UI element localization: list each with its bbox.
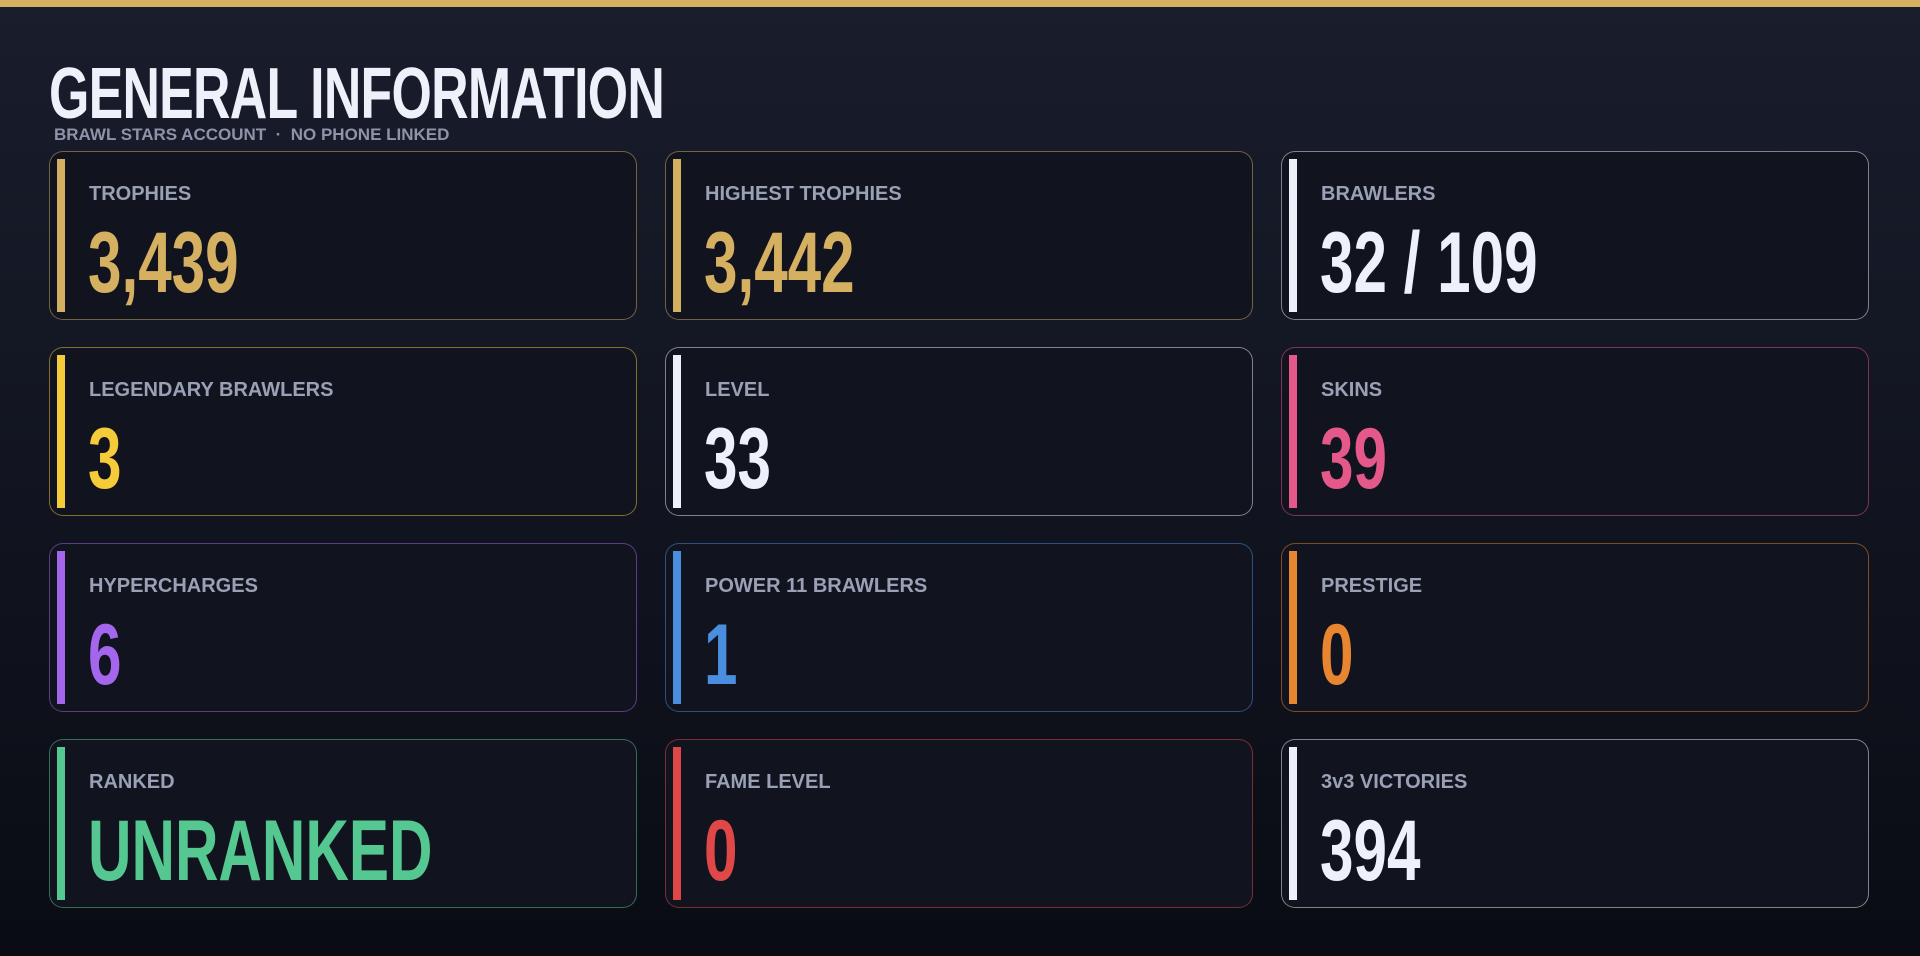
accent-bar: [1289, 747, 1297, 900]
stat-label: HYPERCHARGES: [89, 575, 258, 597]
accent-bar: [57, 159, 65, 312]
title: GENERAL INFORMATION: [49, 54, 665, 134]
accent-bar: [57, 747, 65, 900]
accent-bar: [57, 355, 65, 508]
stat-card: LEVEL 33: [665, 347, 1253, 516]
stat-card: PRESTIGE 0: [1281, 543, 1869, 712]
accent-bar: [673, 747, 681, 900]
stat-label: LEGENDARY BRAWLERS: [89, 379, 334, 401]
stat-label: RANKED: [89, 771, 175, 793]
stat-card: HIGHEST TROPHIES 3,442: [665, 151, 1253, 320]
stat-label: BRAWLERS: [1321, 183, 1436, 205]
stat-value: 394: [1320, 803, 1421, 899]
stat-value: 1: [704, 607, 738, 703]
stat-label: LEVEL: [705, 379, 770, 401]
stat-card: RANKED UNRANKED: [49, 739, 637, 908]
top-bar: [0, 0, 1920, 7]
accent-bar: [57, 551, 65, 704]
stat-label: PRESTIGE: [1321, 575, 1423, 597]
stat-label: POWER 11 BRAWLERS: [705, 575, 928, 597]
stat-label: HIGHEST TROPHIES: [705, 183, 902, 205]
stat-card: SKINS 39: [1281, 347, 1869, 516]
stat-value: 6: [88, 607, 122, 703]
stat-value: 3: [88, 411, 122, 507]
accent-bar: [673, 551, 681, 704]
stat-card: TROPHIES 3,439: [49, 151, 637, 320]
stat-value: 39: [1320, 411, 1387, 507]
subtitle: BRAWL STARS ACCOUNT · NO PHONE LINKED: [54, 125, 450, 144]
stat-label: SKINS: [1321, 379, 1383, 401]
stat-card: 3v3 VICTORIES 394: [1281, 739, 1869, 908]
accent-bar: [1289, 159, 1297, 312]
accent-bar: [673, 355, 681, 508]
card-grid: TROPHIES 3,439 HIGHEST TROPHIES 3,442 BRAWLE…: [49, 151, 1869, 908]
stat-value: 3,439: [88, 215, 239, 311]
stat-card: POWER 11 BRAWLERS 1: [665, 543, 1253, 712]
stat-value: 0: [1320, 607, 1354, 703]
stat-card: BRAWLERS 32 / 109: [1281, 151, 1869, 320]
stat-value: 33: [704, 411, 771, 507]
accent-bar: [673, 159, 681, 312]
accent-bar: [1289, 551, 1297, 704]
stat-label: FAME LEVEL: [705, 771, 831, 793]
stat-label: 3v3 VICTORIES: [1321, 771, 1468, 793]
stat-card: LEGENDARY BRAWLERS 3: [49, 347, 637, 516]
accent-bar: [1289, 355, 1297, 508]
stat-label: TROPHIES: [89, 183, 192, 205]
stat-card: FAME LEVEL 0: [665, 739, 1253, 908]
stat-card: HYPERCHARGES 6: [49, 543, 637, 712]
stat-value: UNRANKED: [88, 803, 433, 899]
stat-value: 0: [704, 803, 738, 899]
stat-value: 3,442: [704, 215, 855, 311]
stat-value: 32 / 109: [1320, 215, 1538, 311]
